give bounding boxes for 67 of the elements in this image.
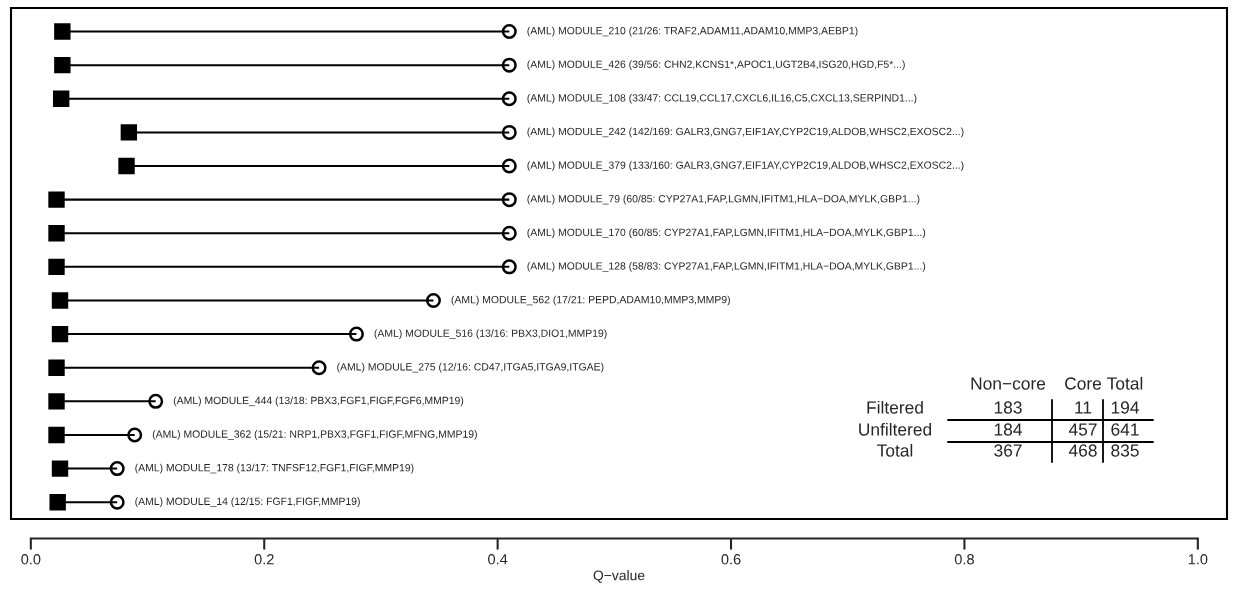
y-tick-label: (AML) MODULE_426 (39/56: CHN2,KCNS1*,APOC1,UGT2B4,ISG20,HGD,F5*...) — [527, 60, 905, 70]
annotation: 367 — [994, 444, 1022, 457]
x-tick-label: 0.8 — [954, 554, 974, 565]
annotation: Unfiltered — [859, 422, 932, 436]
y-tick-label: (AML) MODULE_379 (133/160: GALR3,GNG7,EIF1AY,CYP2C19,ALDOB,WHSC2,EXOSC2...) — [527, 161, 964, 171]
point — [51, 292, 69, 309]
point — [148, 393, 164, 409]
annotation: 457 — [1068, 423, 1097, 436]
annotation: 194 — [1111, 401, 1139, 414]
point — [118, 157, 135, 175]
y-tick-label: (AML) MODULE_444 (13/18: PBX3,FGF1,FIGF,FGF6,MMP19) — [173, 396, 464, 407]
point — [501, 124, 517, 140]
annotation: 835 — [1111, 444, 1139, 457]
x-tick-label: 0.2 — [254, 554, 274, 565]
point — [54, 23, 71, 40]
point — [109, 461, 125, 477]
point — [51, 325, 69, 343]
point — [501, 259, 517, 275]
annotation: Filtered — [867, 400, 923, 414]
annotation: 184 — [994, 423, 1022, 436]
annotation: 183 — [994, 401, 1022, 414]
annotation: Non−core — [971, 377, 1046, 390]
point — [501, 91, 517, 107]
x-axis-title: Q−value — [593, 570, 645, 583]
point — [48, 393, 65, 410]
point — [501, 192, 517, 208]
point — [52, 90, 70, 107]
point — [109, 494, 125, 510]
point — [348, 326, 364, 342]
y-tick-label: (AML) MODULE_128 (58/83: CYP27A1,FAP,LGMN,IFITM1,HLA−DOA,MYLK,GBP1...) — [527, 262, 926, 272]
point — [501, 24, 517, 40]
y-tick-label: (AML) MODULE_108 (33/47: CCL19,CCL17,CXCL6,IL16,C5,CXCL13,SERPIND1...) — [527, 93, 917, 104]
annotation: 468 — [1068, 444, 1097, 457]
point — [48, 191, 65, 208]
point — [54, 56, 71, 74]
x-tick-label: 0.4 — [488, 554, 508, 565]
annotation: Core — [1065, 377, 1102, 390]
y-tick-label: (AML) MODULE_275 (12/16: CD47,ITGA5,ITGA9,ITGAE) — [337, 362, 604, 373]
y-tick-label: (AML) MODULE_562 (17/21: PEPD,ADAM10,MMP3,MMP9) — [451, 295, 730, 306]
annotation: 641 — [1111, 423, 1139, 436]
x-tick-label: 0.0 — [21, 554, 41, 565]
point — [120, 124, 138, 141]
point — [48, 225, 65, 242]
x-tick-label: 0.6 — [721, 554, 741, 565]
y-tick-label: (AML) MODULE_178 (13/17: TNFSF12,FGF1,FIGF,MMP19) — [135, 463, 414, 474]
annotation: 11 — [1075, 401, 1092, 414]
point — [501, 158, 517, 174]
annotation: Total — [877, 443, 913, 457]
y-tick-label: (AML) MODULE_242 (142/169: GALR3,GNG7,EIF1AY,CYP2C19,ALDOB,WHSC2,EXOSC2...) — [527, 127, 964, 138]
y-tick-label: (AML) MODULE_210 (21/26: TRAF2,ADAM11,ADAM10,MMP3,AEBP1) — [527, 26, 858, 37]
point — [501, 225, 517, 241]
y-tick-label: (AML) MODULE_14 (12/15: FGF1,FIGF,MMP19) — [135, 497, 360, 508]
point — [311, 360, 327, 376]
y-tick-label: (AML) MODULE_362 (15/21: NRP1,PBX3,FGF1,FIGF,MFNG,MMP19) — [152, 430, 477, 440]
point — [51, 460, 69, 477]
point — [501, 57, 517, 73]
y-tick-label: (AML) MODULE_79 (60/85: CYP27A1,FAP,LGMN,IFITM1,HLA−DOA,MYLK,GBP1...) — [527, 194, 920, 205]
point — [48, 359, 65, 376]
point — [48, 258, 65, 276]
point — [127, 427, 143, 443]
x-tick-label: 1.0 — [1188, 554, 1208, 565]
annotation: Total — [1107, 376, 1143, 390]
point — [49, 494, 66, 511]
y-tick-label: (AML) MODULE_170 (60/85: CYP27A1,FAP,LGMN,IFITM1,HLA−DOA,MYLK,GBP1...) — [527, 228, 926, 239]
point — [48, 426, 65, 444]
y-tick-label: (AML) MODULE_516 (13/16: PBX3,DIO1,MMP19) — [374, 329, 607, 339]
point — [425, 292, 441, 308]
